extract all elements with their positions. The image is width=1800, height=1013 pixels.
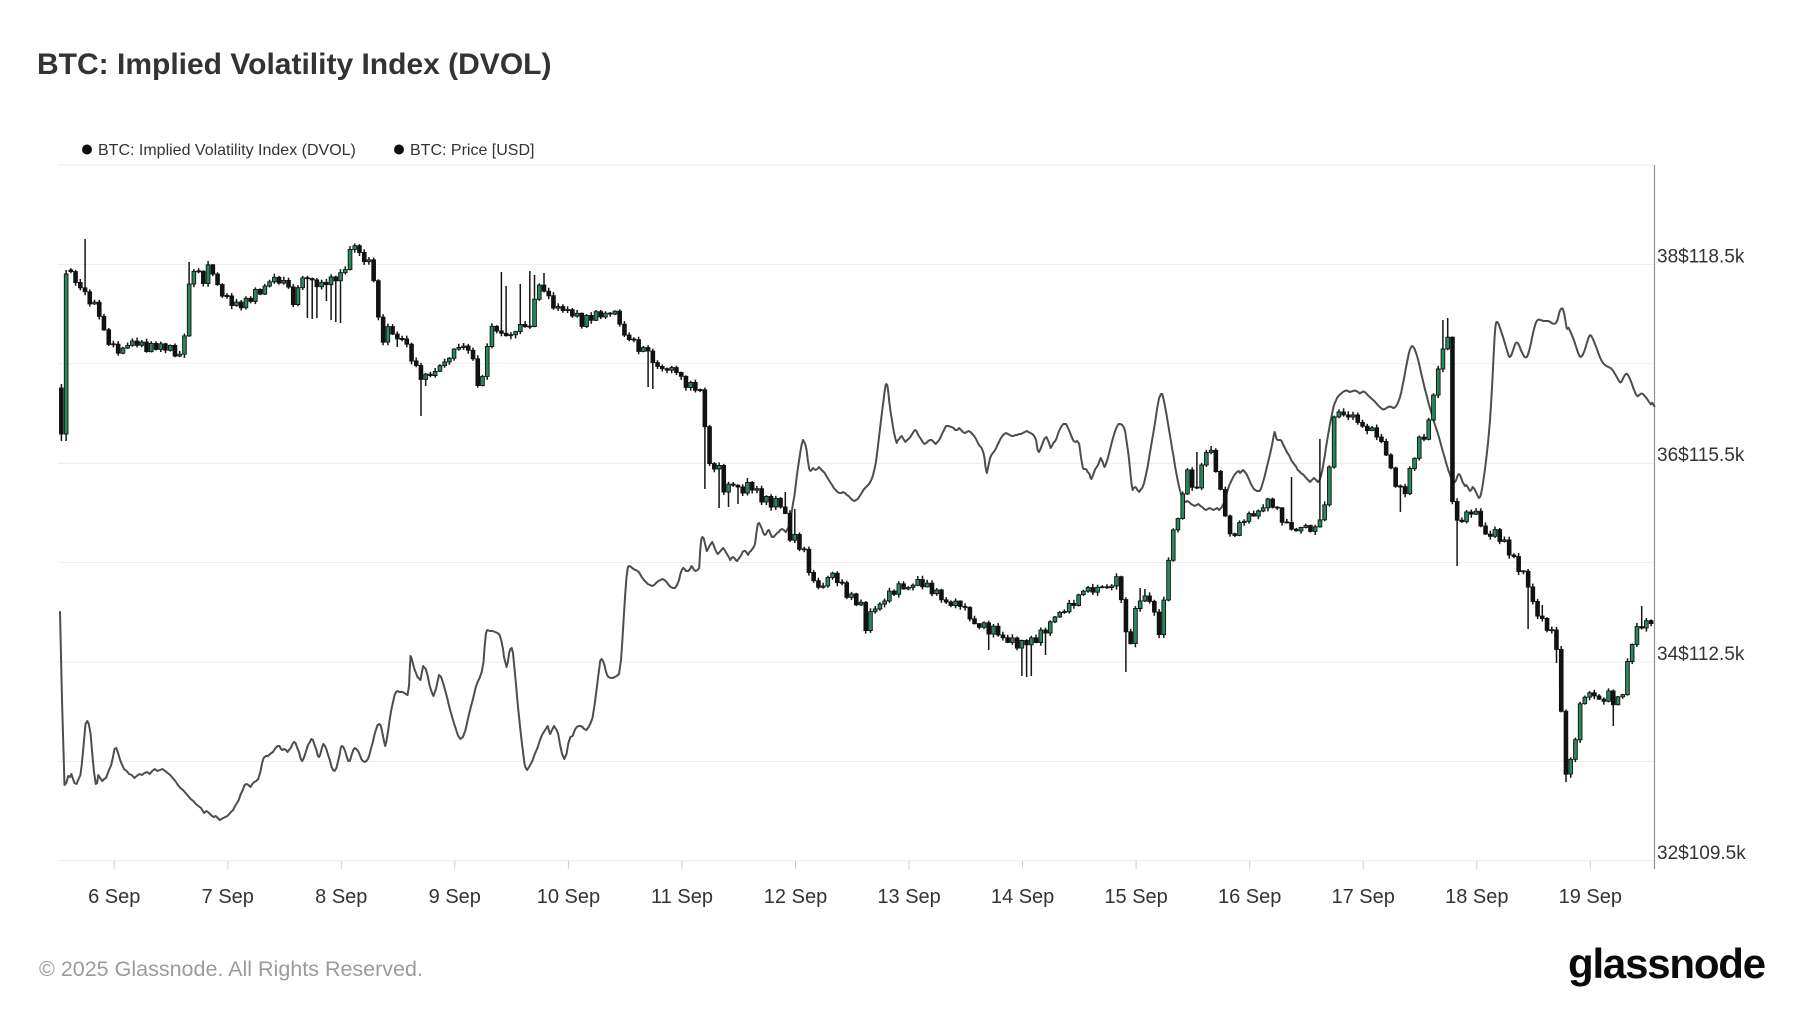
svg-text:BTC: Implied Volatility Index: BTC: Implied Volatility Index (DVOL) [37,48,551,81]
svg-text:15 Sep: 15 Sep [1104,886,1167,908]
svg-text:16 Sep: 16 Sep [1218,886,1281,908]
svg-text:glassnode: glassnode [1568,940,1765,987]
svg-text:8 Sep: 8 Sep [315,886,367,908]
svg-text:10 Sep: 10 Sep [537,886,600,908]
svg-text:7 Sep: 7 Sep [202,886,254,908]
svg-text:BTC: Implied Volatility Index: BTC: Implied Volatility Index (DVOL) [98,142,356,159]
svg-text:38$118.5k: 38$118.5k [1657,246,1745,267]
svg-text:6 Sep: 6 Sep [88,886,140,908]
svg-text:13 Sep: 13 Sep [877,886,940,908]
svg-text:32$109.5k: 32$109.5k [1657,843,1746,864]
svg-text:34$112.5k: 34$112.5k [1657,644,1745,665]
svg-text:19 Sep: 19 Sep [1559,886,1622,908]
svg-text:© 2025 Glassnode. All Rights R: © 2025 Glassnode. All Rights Reserved. [39,957,423,981]
svg-text:14 Sep: 14 Sep [991,886,1054,908]
svg-text:9 Sep: 9 Sep [429,886,481,908]
svg-text:36$115.5k: 36$115.5k [1657,445,1745,466]
svg-text:12 Sep: 12 Sep [764,886,827,908]
svg-text:17 Sep: 17 Sep [1332,886,1395,908]
svg-text:11 Sep: 11 Sep [651,886,713,908]
svg-text:18 Sep: 18 Sep [1445,886,1508,908]
svg-text:BTC: Price [USD]: BTC: Price [USD] [410,142,534,159]
